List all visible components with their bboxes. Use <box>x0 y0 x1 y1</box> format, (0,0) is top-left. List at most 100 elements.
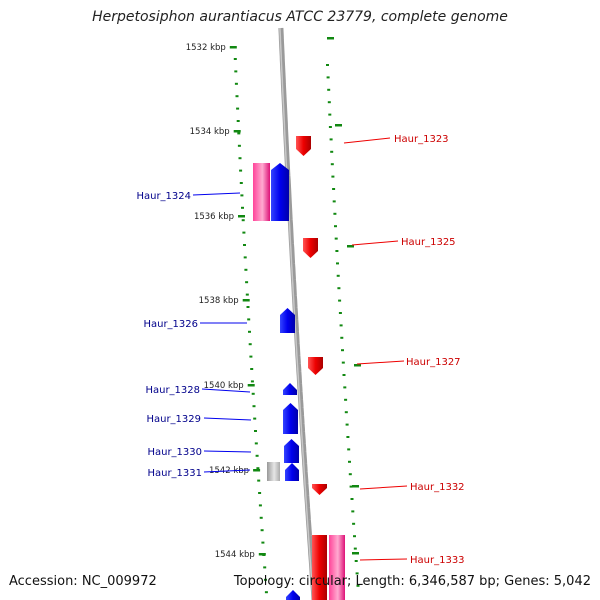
gene-haur-1333[interactable] <box>312 535 327 600</box>
gene-label-haur-1328[interactable]: Haur_1328 <box>145 385 200 396</box>
gene-label-haur-1324[interactable]: Haur_1324 <box>136 191 191 202</box>
gene-haur-1325[interactable] <box>303 238 318 258</box>
major-scale-tick <box>247 384 255 387</box>
gene-label-haur-1323[interactable]: Haur_1323 <box>394 134 449 145</box>
gene-haur-1329[interactable] <box>283 403 298 434</box>
scale-tick-outer <box>351 510 355 513</box>
scale-tick-inner <box>238 157 242 160</box>
major-scale-tick <box>242 299 250 302</box>
scale-tick-inner <box>264 578 267 581</box>
scale-tick-outer <box>349 485 353 488</box>
scale-tick-inner <box>248 343 252 346</box>
major-scale-tick <box>233 130 241 133</box>
genome-title: Herpetosiphon aurantiacus ATCC 23779, co… <box>92 9 508 25</box>
scale-tick-outer <box>354 560 358 562</box>
gene-haur-1332[interactable] <box>312 484 327 495</box>
gene-highlight-block[interactable] <box>253 163 270 221</box>
scale-tick-outer <box>342 374 346 376</box>
gene-label-haur-1330[interactable]: Haur_1330 <box>147 447 202 458</box>
scale-tick-inner <box>241 219 245 222</box>
gene-label-haur-1332[interactable]: Haur_1332 <box>410 482 465 493</box>
scale-tick-outer <box>353 547 357 550</box>
scale-tick-outer <box>336 274 340 277</box>
scale-tick-inner <box>256 467 260 470</box>
scale-tick-inner <box>236 107 240 110</box>
scale-tick-outer <box>344 398 348 401</box>
major-scale-tick-outer <box>327 37 334 40</box>
gene-label-haur-1331[interactable]: Haur_1331 <box>147 468 202 479</box>
scale-label: 1536 kbp <box>194 212 234 222</box>
gene-label-haur-1329[interactable]: Haur_1329 <box>146 414 201 425</box>
gene-leader-line <box>359 485 408 490</box>
major-scale-tick <box>253 469 261 472</box>
scale-tick-outer <box>336 262 339 265</box>
gene-grey-block[interactable] <box>267 462 280 481</box>
gene-haur-1330[interactable] <box>284 439 299 463</box>
scale-tick-inner <box>242 231 246 234</box>
scale-label: 1544 kbp <box>215 550 255 560</box>
gene-leader-line <box>192 192 241 196</box>
topology-label: Topology: circular; Length: 6,346,587 bp… <box>233 574 591 589</box>
scale-tick-outer <box>334 225 337 228</box>
gene-leader-line <box>359 558 408 561</box>
gene-haur-1326[interactable] <box>280 308 295 333</box>
scale-tick-outer <box>341 349 344 352</box>
scale-tick-outer <box>338 312 342 314</box>
gene-partial[interactable] <box>286 590 300 600</box>
scale-tick-outer <box>338 299 342 302</box>
scale-tick-outer <box>326 76 330 79</box>
scale-tick-inner <box>234 70 238 73</box>
scale-tick-inner <box>250 380 254 383</box>
gene-label-haur-1327[interactable]: Haur_1327 <box>406 357 461 368</box>
scale-tick-inner <box>244 268 248 271</box>
gene-haur-1328[interactable] <box>283 383 297 395</box>
gene-label-haur-1326[interactable]: Haur_1326 <box>143 319 198 330</box>
scale-tick-outer <box>330 163 334 166</box>
scale-tick-inner <box>240 194 244 197</box>
scale-tick-outer <box>327 101 331 104</box>
gene-haur-1323[interactable] <box>296 136 311 156</box>
scale-tick-outer <box>355 572 359 575</box>
scale-label: 1538 kbp <box>199 296 239 306</box>
major-scale-tick <box>229 46 237 49</box>
scale-tick-outer <box>348 473 352 476</box>
genome-backbone <box>278 27 317 600</box>
scale-tick-outer <box>347 448 351 451</box>
scale-tick-inner <box>250 368 254 370</box>
scale-tick-outer <box>352 522 356 525</box>
scale-tick-inner <box>236 120 240 122</box>
scale-tick-inner <box>233 58 237 60</box>
scale-label: 1540 kbp <box>204 381 244 391</box>
scale-tick-outer <box>330 150 334 153</box>
scale-tick-outer <box>329 138 333 141</box>
scale-tick-outer <box>337 287 341 290</box>
scale-tick-outer <box>332 200 336 203</box>
scale-tick-outer <box>341 361 345 364</box>
gene-haur-1331[interactable] <box>285 463 299 481</box>
scale-tick-outer <box>356 584 360 587</box>
scale-tick-outer <box>328 113 332 116</box>
scale-tick-outer <box>339 324 343 327</box>
gene-haur-1324[interactable] <box>271 163 289 221</box>
scale-tick-inner <box>258 504 262 507</box>
major-scale-tick-outer <box>352 485 359 488</box>
scale-tick-inner <box>251 392 255 395</box>
scale-tick-inner <box>237 144 241 147</box>
scale-tick-inner <box>264 591 268 594</box>
scale-tick-inner <box>241 206 244 209</box>
scale-tick-inner <box>252 405 256 408</box>
gene-highlight-block-2[interactable] <box>329 535 345 600</box>
gene-label-haur-1333[interactable]: Haur_1333 <box>410 555 465 566</box>
scale-tick-inner <box>247 318 251 321</box>
backbone-highlight <box>279 27 314 600</box>
scale-tick-inner <box>243 244 246 246</box>
gene-leader-line <box>356 360 405 365</box>
accession-label: Accession: NC_009972 <box>9 574 157 589</box>
scale-tick-inner <box>237 132 241 135</box>
gene-haur-1327[interactable] <box>308 357 323 375</box>
scale-label: 1534 kbp <box>190 127 230 137</box>
scale-tick-inner <box>246 306 250 308</box>
major-scale-tick-outer <box>354 364 361 367</box>
gene-label-haur-1325[interactable]: Haur_1325 <box>401 237 456 248</box>
scale-tick-inner <box>245 293 249 296</box>
